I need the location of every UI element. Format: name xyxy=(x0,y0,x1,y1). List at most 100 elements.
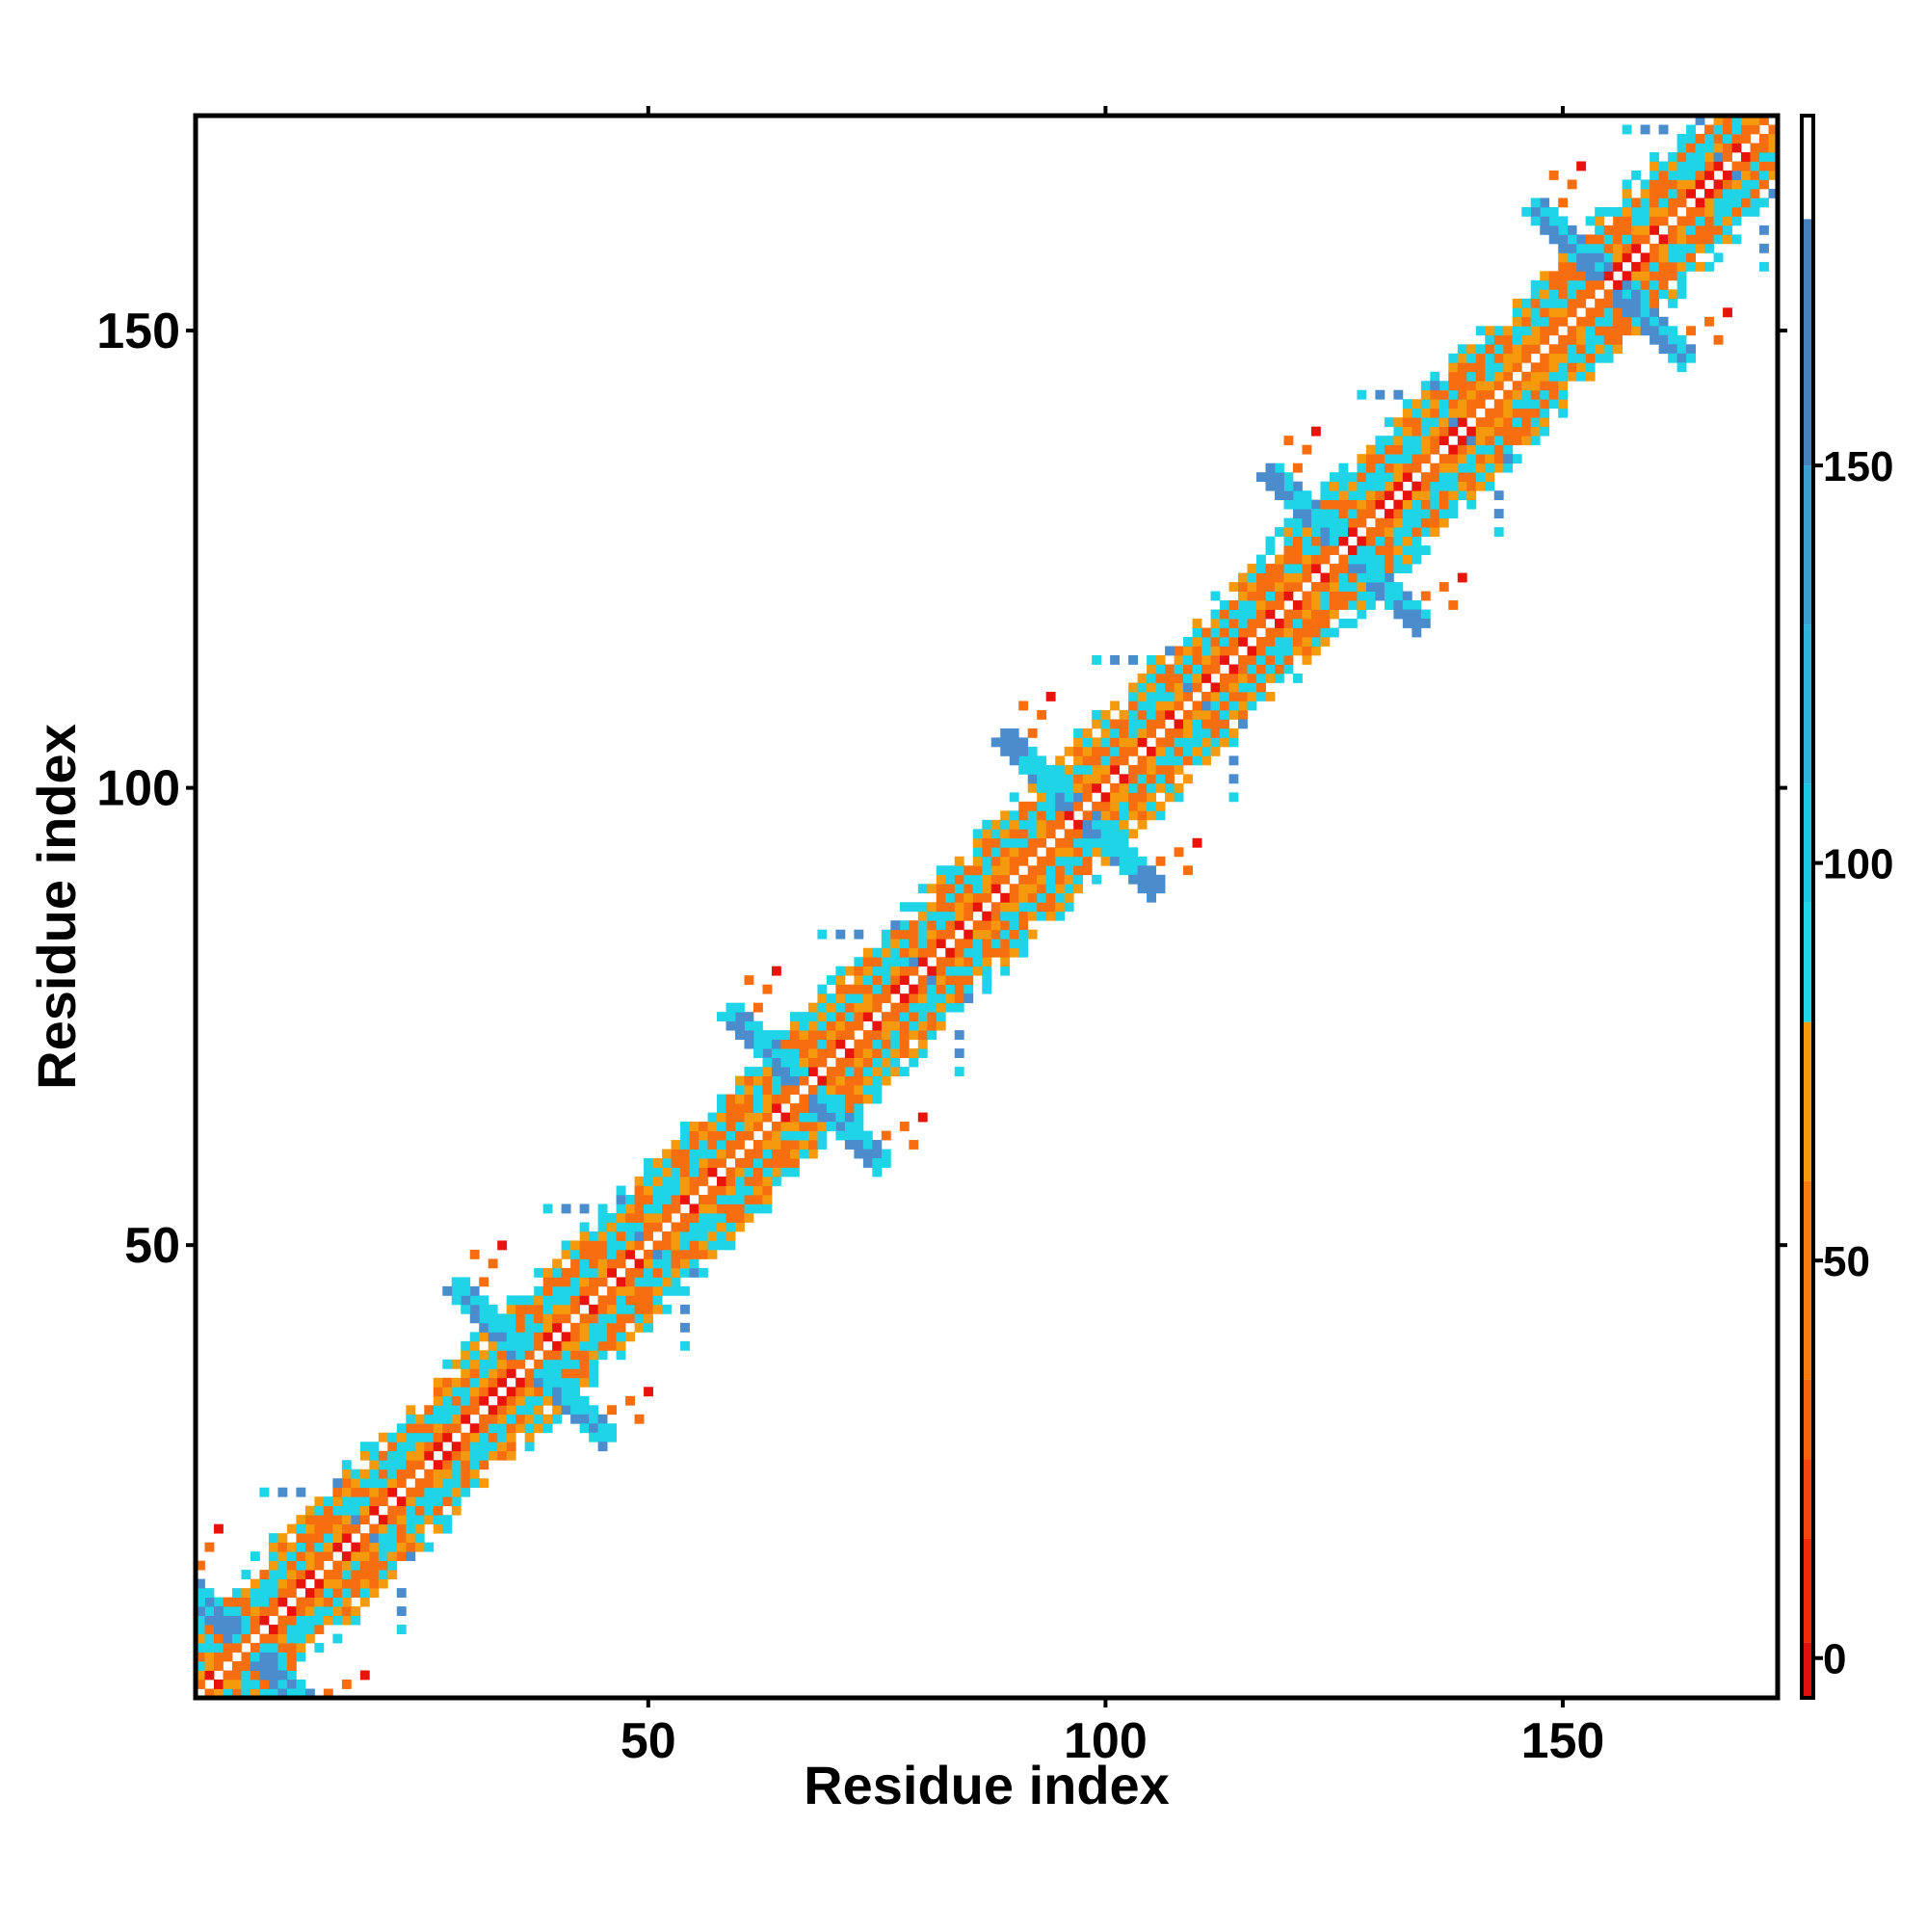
heatmap-cell xyxy=(1092,874,1102,885)
heatmap-cell xyxy=(1521,371,1532,382)
heatmap-cell xyxy=(1622,326,1632,336)
heatmap-cell xyxy=(780,1048,791,1059)
heatmap-cell xyxy=(268,1633,278,1644)
heatmap-cell xyxy=(1201,646,1211,656)
heatmap-cell xyxy=(1000,865,1011,876)
heatmap-cell xyxy=(351,1551,361,1562)
heatmap-cell xyxy=(1741,198,1751,208)
heatmap-cell xyxy=(1000,810,1011,821)
heatmap-cell xyxy=(1100,764,1111,775)
heatmap-cell xyxy=(341,1469,352,1479)
heatmap-cell xyxy=(972,920,983,931)
heatmap-cell xyxy=(909,966,919,976)
heatmap-cell xyxy=(1402,527,1412,538)
heatmap-cell xyxy=(909,1030,919,1041)
heatmap-cell xyxy=(1255,673,1266,683)
heatmap-cell xyxy=(1165,664,1175,675)
heatmap-cell xyxy=(488,1442,498,1452)
heatmap-cell xyxy=(277,1578,288,1589)
heatmap-cell xyxy=(634,1304,645,1314)
heatmap-cell xyxy=(231,1597,242,1607)
heatmap-cell xyxy=(789,1067,800,1076)
heatmap-cell xyxy=(524,1432,535,1442)
heatmap-cell xyxy=(1100,737,1111,748)
heatmap-cell xyxy=(1558,371,1569,382)
heatmap-cell xyxy=(469,1377,480,1388)
heatmap-cell xyxy=(1622,252,1632,263)
colorbar-band xyxy=(1802,783,1813,903)
heatmap-cell xyxy=(917,911,928,921)
heatmap-cell xyxy=(534,1295,544,1306)
heatmap-cell xyxy=(1147,701,1156,711)
heatmap-cell xyxy=(296,1643,306,1653)
heatmap-cell xyxy=(1512,408,1522,418)
heatmap-cell xyxy=(726,1212,736,1223)
heatmap-cell xyxy=(1110,819,1121,830)
heatmap-cell xyxy=(671,1167,681,1178)
heatmap-cell xyxy=(1247,591,1257,601)
heatmap-cell xyxy=(835,1075,846,1086)
heatmap-cell xyxy=(1558,353,1569,363)
heatmap-cell xyxy=(744,1020,754,1031)
heatmap-cell xyxy=(451,1414,462,1424)
heatmap-cell xyxy=(1238,637,1248,647)
heatmap-cell xyxy=(1650,179,1660,190)
heatmap-cell xyxy=(579,1405,590,1416)
heatmap-cell xyxy=(1238,600,1248,610)
heatmap-cell xyxy=(917,1048,928,1059)
heatmap-cell xyxy=(854,1075,864,1086)
heatmap-cell xyxy=(1686,252,1696,263)
heatmap-cell xyxy=(534,1405,544,1416)
heatmap-cell xyxy=(1430,481,1440,491)
heatmap-cell xyxy=(1128,691,1139,701)
heatmap-cell xyxy=(1485,444,1495,455)
colorbar-frame xyxy=(1800,114,1815,1700)
heatmap-cell xyxy=(954,1067,964,1076)
heatmap-cell xyxy=(607,1405,618,1416)
heatmap-cell xyxy=(644,1204,653,1214)
heatmap-cell xyxy=(1384,591,1394,601)
heatmap-cell xyxy=(1540,389,1550,400)
heatmap-cell xyxy=(982,929,992,940)
heatmap-cell xyxy=(259,1643,270,1653)
heatmap-cell xyxy=(406,1423,416,1434)
heatmap-cell xyxy=(1228,646,1239,656)
heatmap-cell xyxy=(387,1523,398,1534)
heatmap-cell xyxy=(1128,829,1139,839)
heatmap-cell xyxy=(1603,243,1614,253)
heatmap-cell xyxy=(414,1515,425,1525)
heatmap-cell xyxy=(817,1103,828,1113)
heatmap-cell xyxy=(250,1661,260,1671)
heatmap-cell xyxy=(917,957,928,967)
heatmap-cell xyxy=(506,1368,516,1379)
x-axis-ticks: 50 100 150 xyxy=(620,106,1604,1769)
heatmap-cell xyxy=(231,1625,242,1634)
heatmap-cell xyxy=(1055,892,1066,903)
heatmap-cell xyxy=(1567,307,1577,318)
heatmap-cell xyxy=(378,1496,388,1507)
heatmap-cell xyxy=(378,1533,388,1544)
heatmap-cell xyxy=(1292,637,1303,647)
heatmap-cell xyxy=(524,1442,535,1452)
heatmap-cell xyxy=(680,1285,690,1296)
heatmap-cell xyxy=(1357,472,1367,483)
heatmap-cell xyxy=(817,1112,828,1123)
heatmap-cell xyxy=(433,1442,443,1452)
heatmap-cell xyxy=(542,1377,553,1388)
heatmap-cell xyxy=(268,1606,278,1616)
heatmap-cell xyxy=(1650,316,1660,327)
heatmap-cell xyxy=(1631,298,1642,308)
heatmap-cell xyxy=(488,1377,498,1388)
heatmap-cell xyxy=(570,1258,581,1269)
heatmap-cell xyxy=(1037,884,1047,894)
heatmap-cell xyxy=(1174,701,1184,711)
heatmap-cell xyxy=(1558,234,1569,245)
heatmap-cell xyxy=(1228,691,1239,701)
heatmap-cell xyxy=(1430,417,1440,428)
heatmap-cell xyxy=(752,1167,763,1178)
heatmap-cell xyxy=(1228,709,1239,720)
heatmap-cell xyxy=(1147,664,1156,675)
heatmap-cell xyxy=(607,1322,618,1333)
heatmap-cell xyxy=(1384,490,1394,501)
heatmap-cell xyxy=(1201,637,1211,647)
